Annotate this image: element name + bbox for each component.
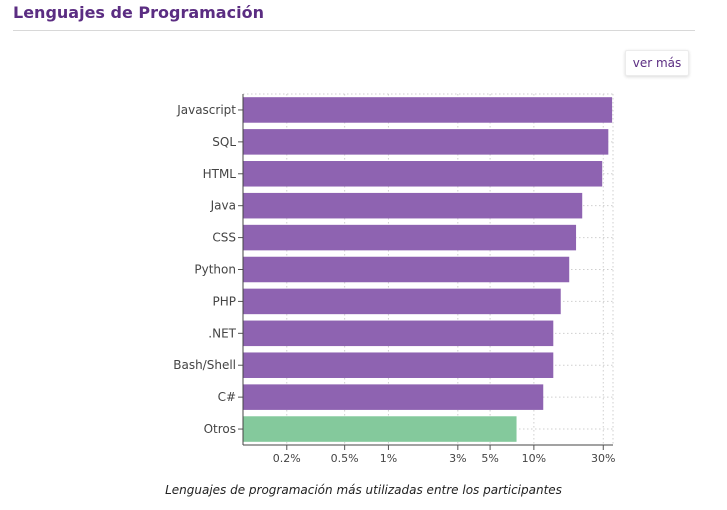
- x-tick-label: 3%: [449, 452, 466, 465]
- title-divider: [13, 30, 695, 31]
- category-label: Java: [210, 199, 236, 213]
- bar-bash-shell: [243, 352, 554, 378]
- bar-python: [243, 256, 570, 283]
- section-title: Lenguajes de Programación: [13, 3, 264, 22]
- bar-javascript: [243, 97, 613, 123]
- category-label: Otros: [204, 422, 236, 436]
- bar-c-: [243, 384, 544, 410]
- category-label: SQL: [212, 135, 236, 149]
- category-label: Bash/Shell: [173, 358, 236, 372]
- ver-mas-button[interactable]: ver más: [625, 50, 689, 76]
- x-tick-label: 30%: [591, 452, 615, 465]
- category-label: C#: [218, 390, 236, 404]
- category-label: Python: [194, 263, 236, 277]
- bar-php: [243, 288, 561, 315]
- category-label: .NET: [208, 326, 236, 340]
- bar-otros: [243, 416, 517, 442]
- x-tick-label: 1%: [380, 452, 397, 465]
- category-label: Javascript: [176, 103, 236, 117]
- x-tick-label: 0.5%: [331, 452, 359, 465]
- category-label: HTML: [203, 167, 237, 181]
- bar-chart: Javascript SQL HTML Java CSS Python PHP .NET Bas…: [173, 93, 615, 465]
- bar-java: [243, 192, 583, 219]
- category-label: CSS: [212, 231, 236, 245]
- bar-html: [243, 161, 603, 187]
- category-label: PHP: [213, 294, 237, 308]
- x-tick-label: 0.2%: [273, 452, 301, 465]
- bar--net: [243, 320, 554, 347]
- bar-sql: [243, 129, 609, 155]
- bar-css: [243, 224, 577, 251]
- x-tick-label: 10%: [522, 452, 546, 465]
- x-tick-label: 5%: [481, 452, 498, 465]
- chart-caption: Lenguajes de programación más utilizadas…: [165, 483, 562, 497]
